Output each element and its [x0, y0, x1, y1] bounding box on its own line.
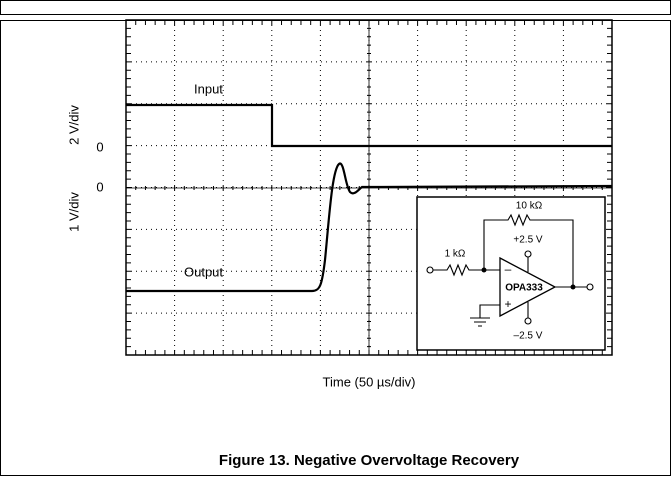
amplifier-label: OPA333	[505, 283, 543, 294]
y-axis-label: 1 V/div	[66, 192, 81, 232]
pin-label: –	[505, 262, 512, 276]
input-trace	[126, 103, 612, 148]
pin-label: +	[504, 297, 511, 311]
zero-label: 0	[96, 139, 103, 154]
caption: Figure 13. Negative Overvoltage Recovery	[219, 452, 520, 469]
ground-wire	[479, 304, 500, 318]
feedback-resistor-label: 10 kΩ	[516, 201, 543, 212]
ground	[470, 317, 490, 327]
supply-label: –2.5 V	[514, 331, 543, 342]
terminal	[524, 250, 532, 258]
output-trace	[126, 162, 613, 293]
supply-label: +2.5 V	[513, 235, 543, 246]
output-label: Output	[184, 264, 223, 279]
zero-label: 0	[96, 179, 103, 194]
junction	[570, 284, 576, 290]
grid	[125, 19, 613, 356]
terminal	[524, 317, 532, 325]
inset-frame	[416, 196, 606, 351]
input-label: Input	[194, 81, 223, 96]
op-amp	[499, 256, 557, 318]
junction	[481, 267, 487, 273]
circuit-inset: 10 kΩ 1 kΩ +2.5 V –2.5 V OPA333 – +	[416, 196, 606, 351]
feedback-resistor	[483, 213, 574, 287]
terminal	[586, 283, 594, 291]
x-axis-label: Time (50 µs/div)	[323, 374, 416, 389]
top-frame	[0, 0, 671, 15]
input-resistor	[433, 263, 500, 277]
y-axis-label: 2 V/div	[66, 105, 81, 145]
input-resistor-label: 1 kΩ	[445, 249, 466, 260]
